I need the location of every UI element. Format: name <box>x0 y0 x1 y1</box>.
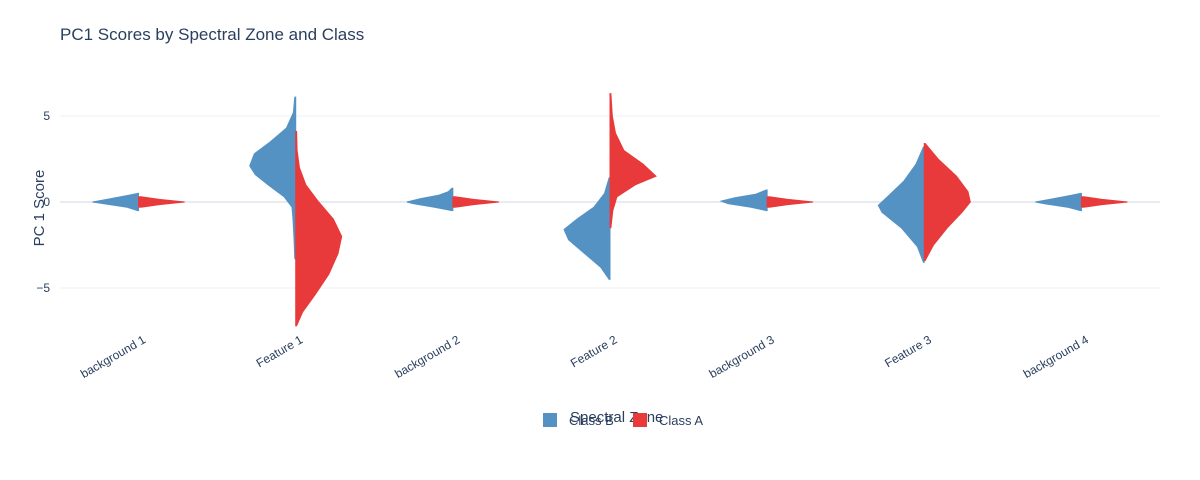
x-tick-label: background 2 <box>392 332 462 381</box>
violin-class-b-4 <box>719 189 768 212</box>
legend-label-class-a: Class A <box>659 413 703 428</box>
violin-class-b-5 <box>877 146 925 263</box>
x-tick-label: Feature 1 <box>254 332 306 370</box>
legend-label-class-b: Class B <box>569 413 614 428</box>
y-axis-label: PC 1 Score <box>31 170 48 247</box>
violin-class-b-6 <box>1035 192 1082 212</box>
violin-class-a-1 <box>295 130 343 327</box>
violin-class-a-0 <box>138 196 185 208</box>
y-tick-label: −5 <box>36 281 50 295</box>
legend: Spectral Zone Class B Class A <box>543 409 703 428</box>
x-tick-label: background 4 <box>1021 332 1091 381</box>
violin-class-a-3 <box>609 93 657 229</box>
legend-swatch-class-a <box>633 413 647 427</box>
violin-class-a-5 <box>923 142 971 262</box>
violin-class-a-4 <box>766 196 814 208</box>
y-tick-labels: 5 0 −5 <box>36 109 50 295</box>
violin-layer <box>92 93 1128 327</box>
violin-class-b-2 <box>406 187 454 212</box>
violin-class-a-2 <box>452 196 499 208</box>
violin-class-b-3 <box>563 177 611 280</box>
legend-swatch-class-b <box>543 413 557 427</box>
legend-item-class-b[interactable]: Class B <box>543 413 614 428</box>
y-tick-label: 5 <box>43 109 50 123</box>
violin-class-a-6 <box>1080 196 1128 208</box>
x-tick-label: background 1 <box>78 332 148 381</box>
legend-item-class-a[interactable]: Class A <box>633 413 703 428</box>
x-tick-label: Feature 3 <box>882 332 934 370</box>
x-tick-label: background 3 <box>707 332 777 381</box>
x-tick-labels: background 1 Feature 1 background 2 Feature… <box>78 332 1091 381</box>
x-tick-label: Feature 2 <box>568 332 620 370</box>
y-tick-label: 0 <box>43 195 50 209</box>
violin-class-b-0 <box>92 192 140 212</box>
violin-class-b-1 <box>249 96 297 260</box>
chart-title: PC1 Scores by Spectral Zone and Class <box>60 25 364 44</box>
